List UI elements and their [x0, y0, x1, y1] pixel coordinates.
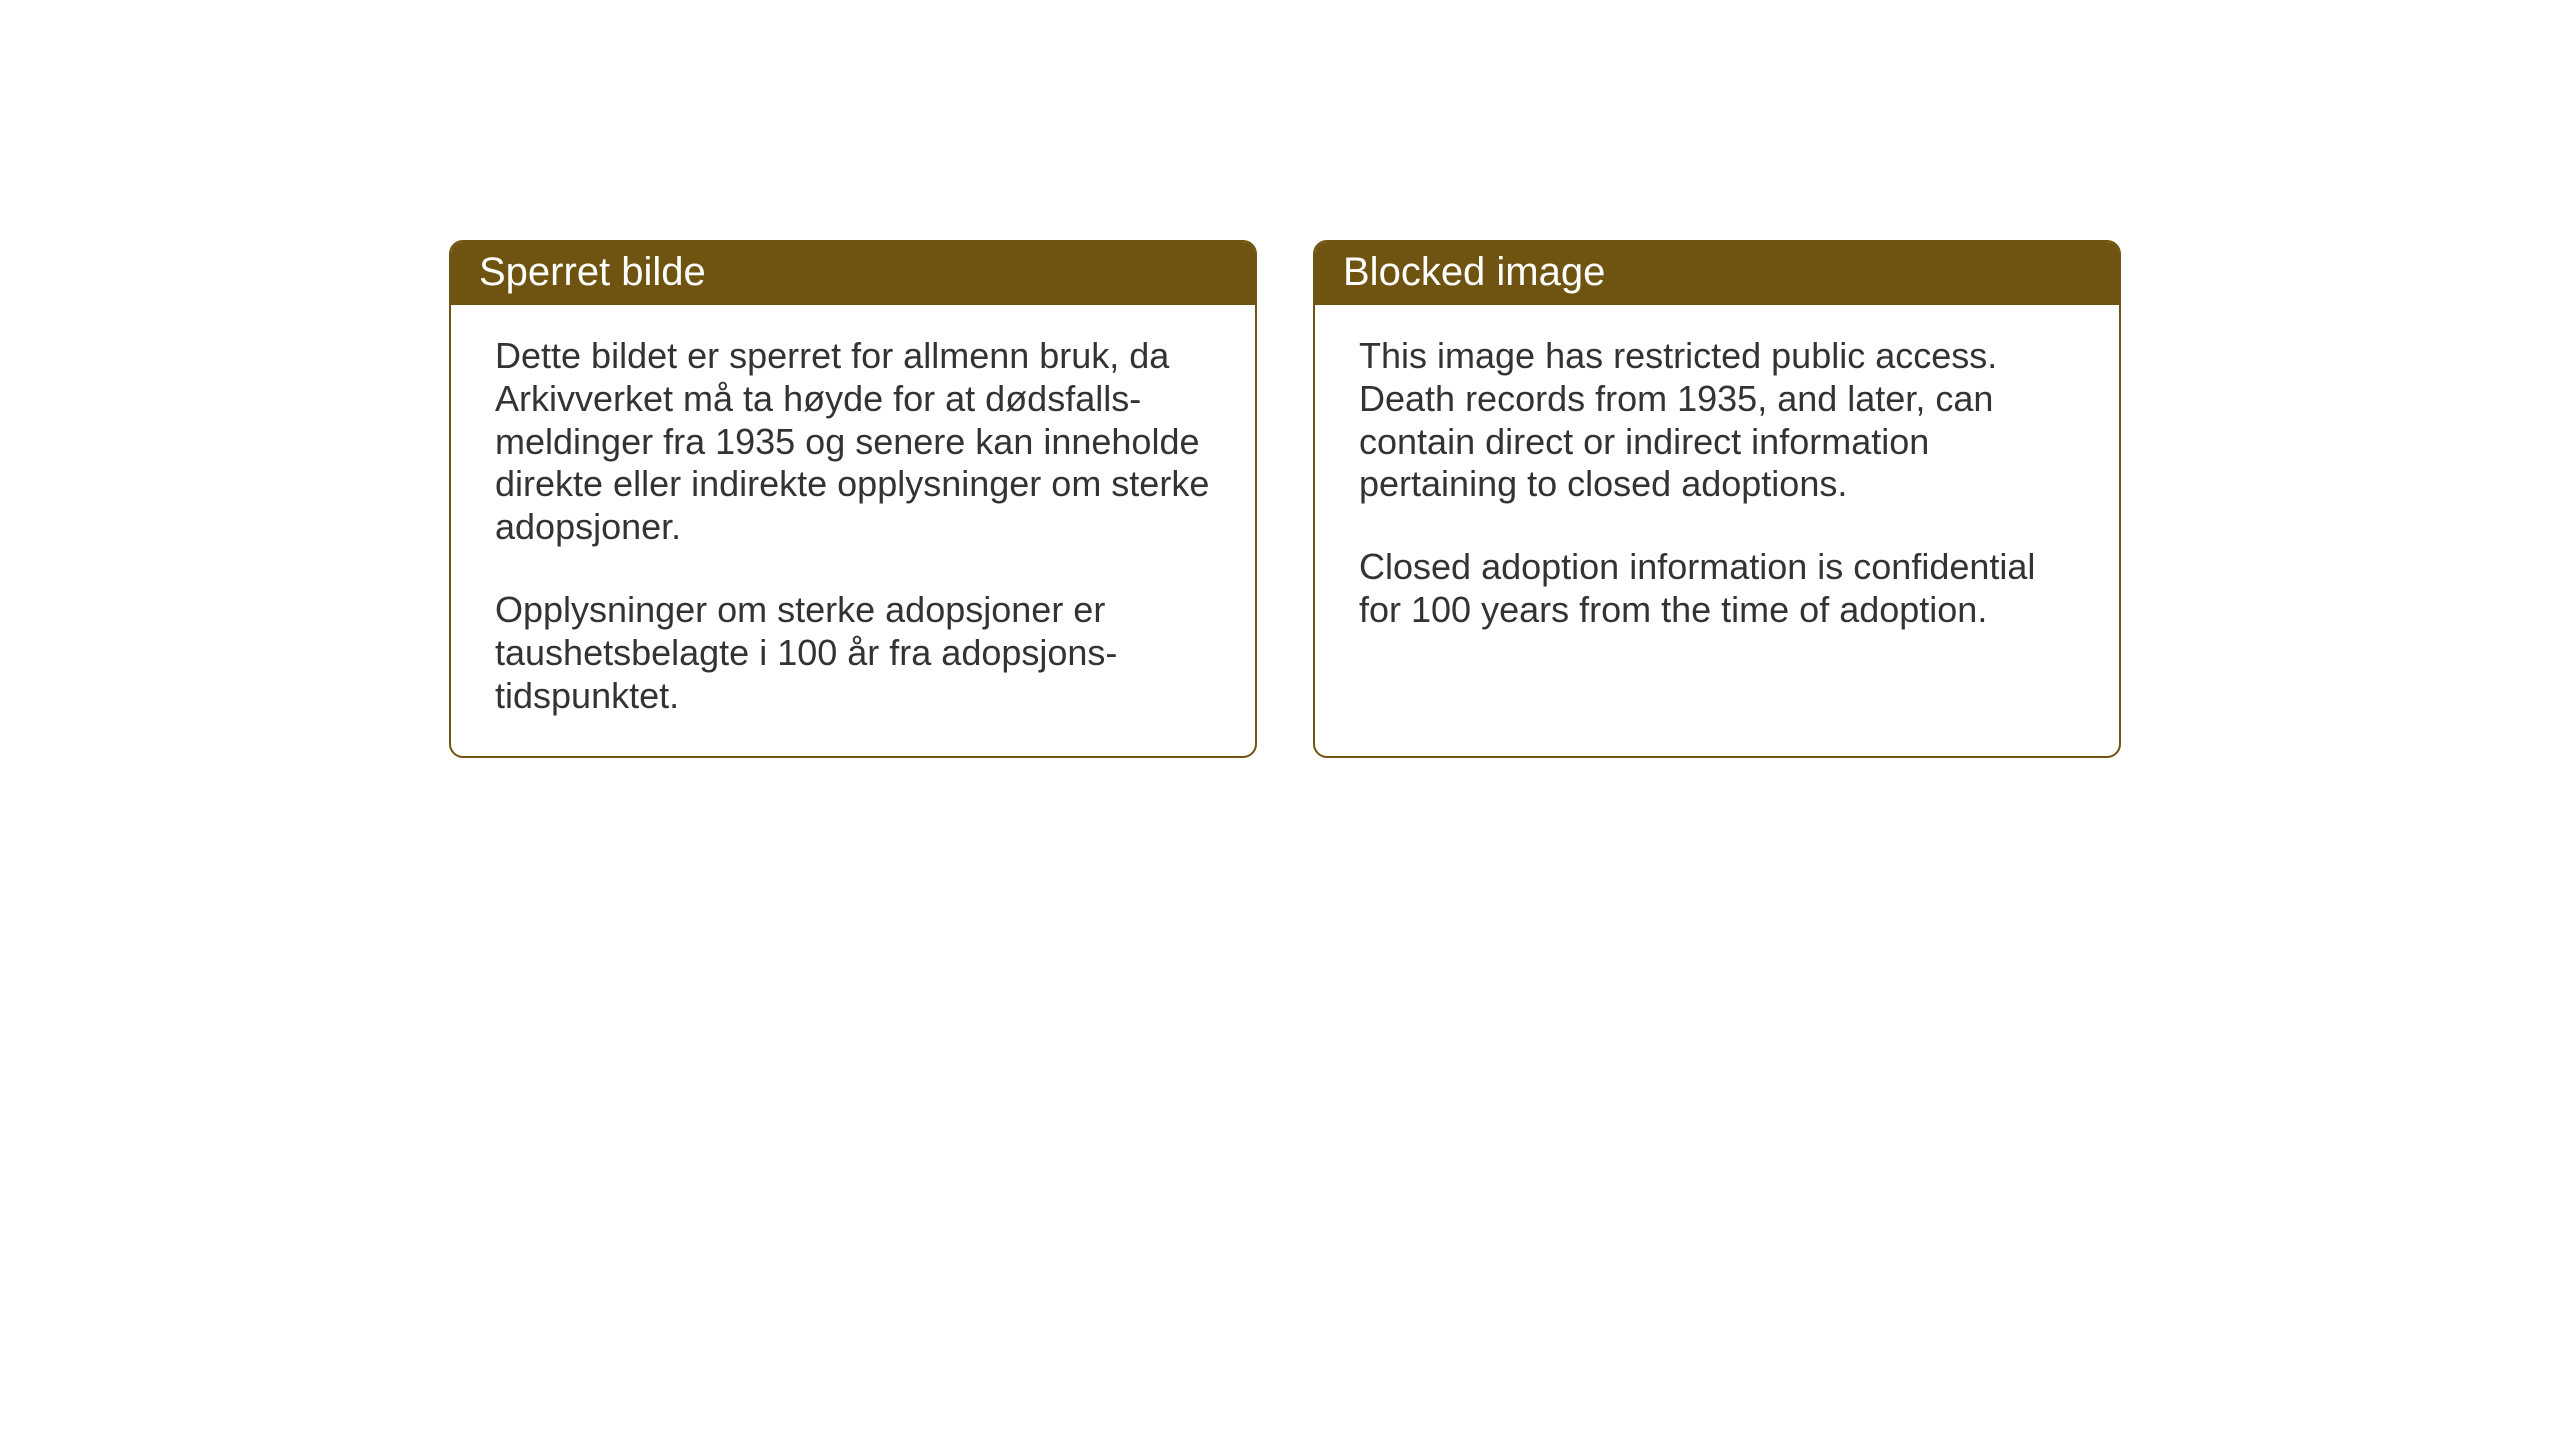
card-body-english: This image has restricted public access.… — [1315, 305, 2119, 735]
body-paragraph: Opplysninger om sterke adopsjoner er tau… — [495, 589, 1211, 717]
body-paragraph: Closed adoption information is confident… — [1359, 546, 2075, 632]
card-body-norwegian: Dette bildet er sperret for allmenn bruk… — [451, 305, 1255, 756]
body-paragraph: Dette bildet er sperret for allmenn bruk… — [495, 335, 1211, 549]
notice-card-norwegian: Sperret bilde Dette bildet er sperret fo… — [449, 240, 1257, 758]
notice-card-english: Blocked image This image has restricted … — [1313, 240, 2121, 758]
card-header-norwegian: Sperret bilde — [451, 242, 1255, 305]
body-paragraph: This image has restricted public access.… — [1359, 335, 2075, 506]
notice-container: Sperret bilde Dette bildet er sperret fo… — [449, 240, 2121, 758]
card-header-english: Blocked image — [1315, 242, 2119, 305]
